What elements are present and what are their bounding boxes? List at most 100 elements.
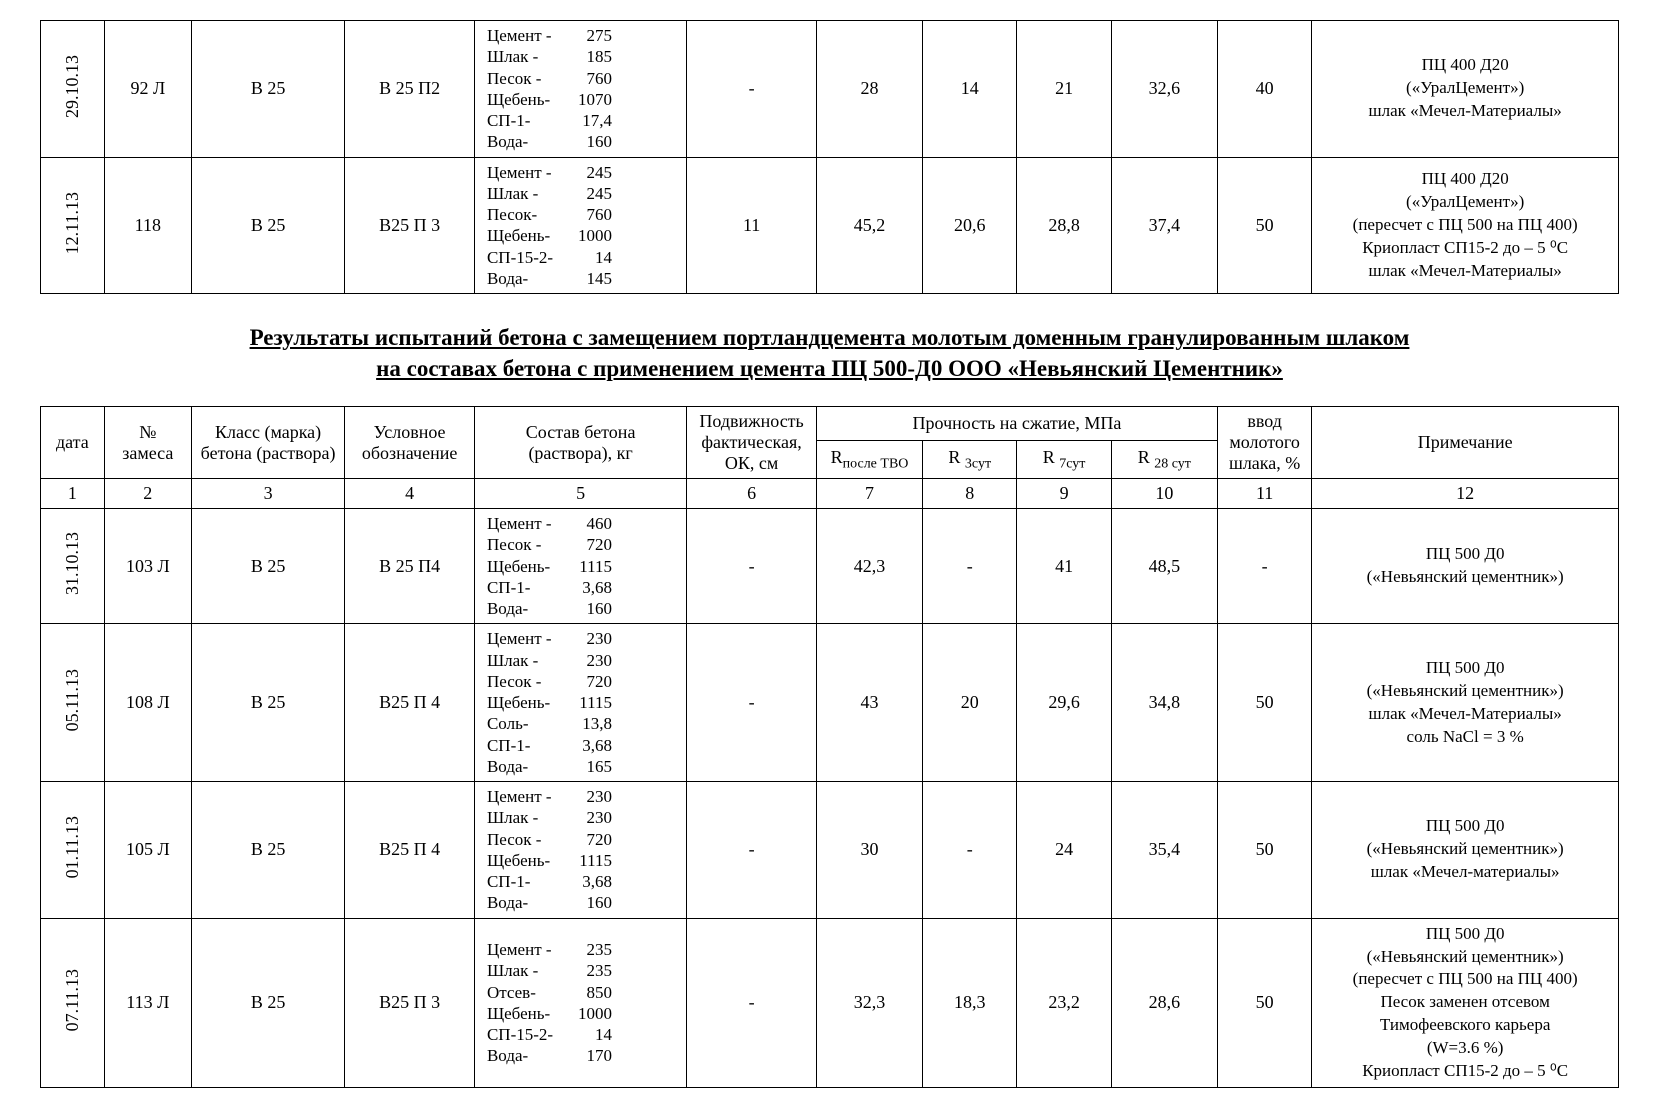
code-cell: В25 П 4 [345, 782, 475, 919]
hdr-date: дата [41, 407, 105, 479]
note-cell: ПЦ 500 Д0(«Невьянский цементник») [1312, 509, 1619, 624]
hdr-num-6: 6 [687, 479, 817, 509]
header-row-nums: 123456789101112 [41, 479, 1619, 509]
class-cell: В 25 [191, 782, 344, 919]
r7-cell: 29,6 [1017, 624, 1111, 782]
r28-cell: 48,5 [1111, 509, 1217, 624]
mix-cell: 103 Л [104, 509, 191, 624]
hdr-r28: R 28 сут [1111, 440, 1217, 479]
slag-cell: - [1217, 509, 1311, 624]
note-cell: ПЦ 400 Д20(«УралЦемент»)шлак «Мечел-Мате… [1312, 21, 1619, 158]
document-page: 29.10.1392 ЛВ 25В 25 П2Цемент -275Шлак -… [0, 0, 1659, 1108]
slag-cell: 50 [1217, 624, 1311, 782]
hdr-num-5: 5 [474, 479, 686, 509]
hdr-code: Условноеобозначение [345, 407, 475, 479]
class-cell: В 25 [191, 918, 344, 1088]
date-cell: 07.11.13 [41, 918, 105, 1088]
ok-cell: - [687, 918, 817, 1088]
composition-cell: Цемент -235Шлак -235Отсев-850Щебень-1000… [474, 918, 686, 1088]
class-cell: В 25 [191, 157, 344, 294]
r7-cell: 24 [1017, 782, 1111, 919]
date-cell: 31.10.13 [41, 509, 105, 624]
r3-cell: - [923, 782, 1017, 919]
ok-cell: - [687, 782, 817, 919]
ok-cell: - [687, 509, 817, 624]
mix-cell: 113 Л [104, 918, 191, 1088]
table-row: 05.11.13108 ЛВ 25В25 П 4Цемент -230Шлак … [41, 624, 1619, 782]
slag-cell: 40 [1217, 21, 1311, 158]
class-cell: В 25 [191, 21, 344, 158]
note-cell: ПЦ 400 Д20(«УралЦемент»)(пересчет с ПЦ 5… [1312, 157, 1619, 294]
r-tvo-cell: 30 [816, 782, 922, 919]
hdr-num-1: 1 [41, 479, 105, 509]
slag-cell: 50 [1217, 918, 1311, 1088]
r-tvo-cell: 32,3 [816, 918, 922, 1088]
section-title: Результаты испытаний бетона с замещением… [40, 322, 1619, 384]
slag-cell: 50 [1217, 157, 1311, 294]
r-tvo-cell: 42,3 [816, 509, 922, 624]
code-cell: В25 П 3 [345, 157, 475, 294]
r7-cell: 41 [1017, 509, 1111, 624]
date-cell: 01.11.13 [41, 782, 105, 919]
table-row: 31.10.13103 ЛВ 25В 25 П4Цемент -460Песок… [41, 509, 1619, 624]
hdr-num-10: 10 [1111, 479, 1217, 509]
r3-cell: 20,6 [923, 157, 1017, 294]
hdr-num-3: 3 [191, 479, 344, 509]
mix-cell: 118 [104, 157, 191, 294]
title-line-1: Результаты испытаний бетона с замещением… [40, 322, 1619, 353]
hdr-strength: Прочность на сжатие, МПа [816, 407, 1217, 440]
r3-cell: 20 [923, 624, 1017, 782]
class-cell: В 25 [191, 624, 344, 782]
r28-cell: 28,6 [1111, 918, 1217, 1088]
hdr-num-8: 8 [923, 479, 1017, 509]
hdr-slag: ввод молотогошлака, % [1217, 407, 1311, 479]
hdr-num-7: 7 [816, 479, 922, 509]
composition-cell: Цемент -245Шлак -245Песок-760Щебень-1000… [474, 157, 686, 294]
mix-cell: 92 Л [104, 21, 191, 158]
composition-cell: Цемент -230Шлак -230Песок -720Щебень-111… [474, 782, 686, 919]
hdr-comp: Состав бетона(раствора), кг [474, 407, 686, 479]
ok-cell: - [687, 21, 817, 158]
hdr-num-11: 11 [1217, 479, 1311, 509]
r-tvo-cell: 43 [816, 624, 922, 782]
table-row: 29.10.1392 ЛВ 25В 25 П2Цемент -275Шлак -… [41, 21, 1619, 158]
r28-cell: 37,4 [1111, 157, 1217, 294]
r3-cell: 18,3 [923, 918, 1017, 1088]
hdr-note: Примечание [1312, 407, 1619, 479]
mix-cell: 108 Л [104, 624, 191, 782]
r7-cell: 21 [1017, 21, 1111, 158]
bottom-table: дата№замесаКласс (марка) бетона (раствор… [40, 406, 1619, 1088]
hdr-r-tvo: Rпосле ТВО [816, 440, 922, 479]
r28-cell: 34,8 [1111, 624, 1217, 782]
hdr-mix: №замеса [104, 407, 191, 479]
top-table: 29.10.1392 ЛВ 25В 25 П2Цемент -275Шлак -… [40, 20, 1619, 294]
hdr-num-2: 2 [104, 479, 191, 509]
r-tvo-cell: 28 [816, 21, 922, 158]
table-row: 01.11.13105 ЛВ 25В25 П 4Цемент -230Шлак … [41, 782, 1619, 919]
composition-cell: Цемент -460Песок -720Щебень-1115СП-1-3,6… [474, 509, 686, 624]
code-cell: В25 П 3 [345, 918, 475, 1088]
hdr-r3: R 3сут [923, 440, 1017, 479]
date-cell: 29.10.13 [41, 21, 105, 158]
composition-cell: Цемент -275Шлак -185Песок -760Щебень-107… [474, 21, 686, 158]
composition-cell: Цемент -230Шлак -230Песок -720Щебень-111… [474, 624, 686, 782]
ok-cell: - [687, 624, 817, 782]
hdr-num-4: 4 [345, 479, 475, 509]
table-row: 12.11.13118В 25В25 П 3Цемент -245Шлак -2… [41, 157, 1619, 294]
header-row-1: дата№замесаКласс (марка) бетона (раствор… [41, 407, 1619, 440]
r28-cell: 32,6 [1111, 21, 1217, 158]
note-cell: ПЦ 500 Д0(«Невьянский цементник»)шлак «М… [1312, 624, 1619, 782]
mix-cell: 105 Л [104, 782, 191, 919]
r7-cell: 23,2 [1017, 918, 1111, 1088]
table-row: 07.11.13113 ЛВ 25В25 П 3Цемент -235Шлак … [41, 918, 1619, 1088]
code-cell: В 25 П4 [345, 509, 475, 624]
code-cell: В25 П 4 [345, 624, 475, 782]
r3-cell: - [923, 509, 1017, 624]
hdr-r7: R 7сут [1017, 440, 1111, 479]
r7-cell: 28,8 [1017, 157, 1111, 294]
hdr-num-9: 9 [1017, 479, 1111, 509]
class-cell: В 25 [191, 509, 344, 624]
code-cell: В 25 П2 [345, 21, 475, 158]
date-cell: 05.11.13 [41, 624, 105, 782]
r3-cell: 14 [923, 21, 1017, 158]
